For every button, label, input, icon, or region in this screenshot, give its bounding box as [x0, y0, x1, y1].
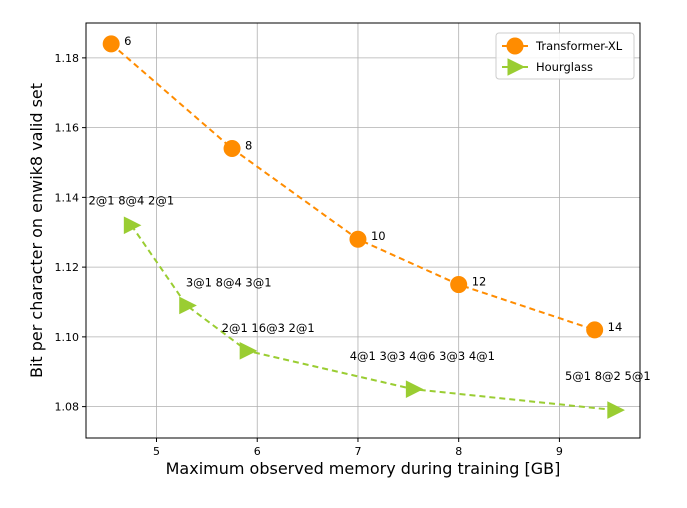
series-line — [110, 43, 595, 331]
y-tick-label: 1.18 — [55, 52, 80, 65]
grid — [86, 23, 640, 438]
plot-frame — [85, 22, 641, 439]
y-tick-label: 1.16 — [55, 122, 80, 135]
series-transformer-xl: 6 8 10 12 14 — [102, 34, 623, 339]
data-point — [349, 230, 367, 248]
data-label: 10 — [371, 229, 386, 243]
data-point — [223, 140, 241, 158]
x-tick-label: 9 — [556, 445, 563, 458]
x-axis-title: Maximum observed memory during training … — [166, 459, 561, 478]
legend-marker — [507, 58, 526, 76]
data-label: 2@1 16@3 2@1 — [222, 321, 315, 335]
data-point — [405, 380, 424, 398]
series-layer: 6 8 10 12 14 2@1 8@4 2@1 3@1 8@4 3@1 2@1 16@3 2… — [88, 34, 651, 419]
data-point — [123, 216, 142, 235]
y-tick-label: 1.08 — [55, 401, 80, 414]
data-label: 4@1 3@3 4@6 3@3 4@1 — [350, 349, 495, 363]
data-point — [586, 321, 604, 339]
series-line — [130, 224, 615, 412]
x-tick-label: 7 — [354, 445, 361, 458]
y-axis-title: Bit per character on enwik8 valid set — [27, 83, 46, 378]
data-label: 14 — [608, 320, 623, 334]
y-tick-label: 1.12 — [55, 261, 80, 274]
data-label: 6 — [124, 34, 131, 48]
x-tick-label: 8 — [455, 445, 462, 458]
data-point — [179, 296, 197, 315]
data-label: 12 — [472, 275, 487, 289]
legend: Transformer-XL Hourglass — [495, 32, 635, 80]
axes: 5 6 7 8 9 1.08 1.10 1.12 1.14 1.16 1.18 — [55, 22, 641, 458]
legend-label: Transformer-XL — [535, 39, 623, 53]
data-point — [102, 35, 120, 53]
y-tick-label: 1.10 — [55, 331, 80, 344]
series-hourglass: 2@1 8@4 2@1 3@1 8@4 3@1 2@1 16@3 2@1 4@1 3@… — [88, 193, 651, 419]
x-tick-label: 5 — [153, 445, 160, 458]
x-tick-label: 6 — [254, 445, 261, 458]
data-label: 5@1 8@2 5@1 — [565, 369, 651, 383]
legend-box — [495, 32, 635, 80]
data-label: 8 — [245, 139, 252, 153]
legend-label: Hourglass — [536, 60, 593, 74]
y-tick-label: 1.14 — [55, 191, 80, 204]
data-label: 2@1 8@4 2@1 — [88, 193, 174, 207]
data-point — [239, 342, 258, 360]
data-point — [607, 401, 625, 419]
data-point — [450, 276, 468, 294]
legend-marker — [506, 37, 524, 55]
data-label: 3@1 8@4 3@1 — [186, 275, 272, 289]
